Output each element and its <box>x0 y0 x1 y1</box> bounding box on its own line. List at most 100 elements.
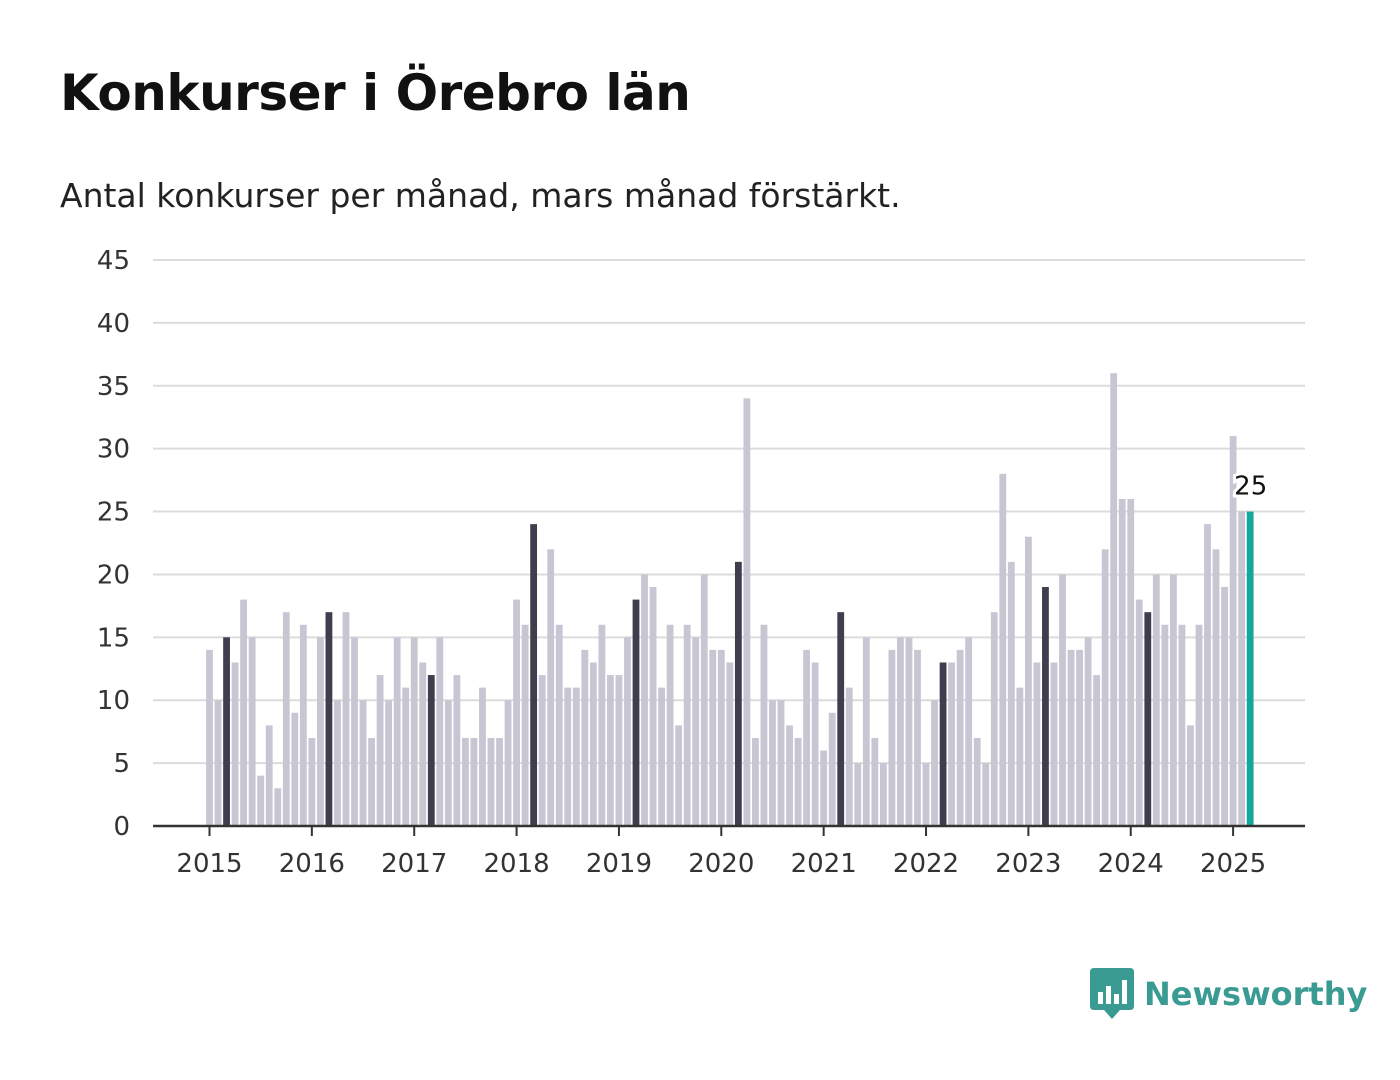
x-tick-label: 2025 <box>1200 849 1266 879</box>
bar <box>223 637 230 826</box>
bar <box>1067 649 1075 826</box>
bar <box>206 649 213 826</box>
bar <box>726 662 734 826</box>
bar <box>291 712 299 826</box>
bar <box>470 737 478 826</box>
bar <box>1246 511 1254 826</box>
latest-value-label: 25 <box>1234 472 1267 502</box>
bar <box>521 624 529 826</box>
x-tick-label: 2018 <box>483 849 549 879</box>
bar <box>914 649 921 826</box>
bar <box>709 649 717 826</box>
bar <box>965 637 973 826</box>
bar <box>479 687 486 826</box>
bar <box>487 737 495 826</box>
bar <box>931 700 938 826</box>
bar <box>598 624 606 826</box>
bar <box>683 624 691 826</box>
bar <box>1076 649 1083 826</box>
bar <box>1238 511 1246 826</box>
bar <box>342 612 350 826</box>
bar <box>572 687 580 826</box>
bar <box>1007 561 1015 826</box>
bar <box>1187 725 1194 826</box>
bar <box>462 737 469 826</box>
bar <box>1016 687 1024 826</box>
bar <box>692 637 700 826</box>
bar <box>1229 436 1237 826</box>
bar <box>538 675 546 826</box>
bar <box>334 700 341 826</box>
chart-subtitle: Antal konkurser per månad, mars månad fö… <box>60 176 901 215</box>
bar <box>1152 574 1160 826</box>
chart-title: Konkurser i Örebro län <box>60 64 691 122</box>
bar <box>1042 587 1049 826</box>
bar <box>632 599 640 826</box>
bar <box>820 750 828 826</box>
x-tick-label: 2021 <box>791 849 857 879</box>
bar <box>1161 624 1169 826</box>
bar <box>888 649 896 826</box>
bar <box>760 624 768 826</box>
bar <box>905 637 913 826</box>
x-tick-label: 2017 <box>381 849 447 879</box>
bar <box>871 737 879 826</box>
bar <box>641 574 648 826</box>
bar <box>564 687 572 826</box>
bar-chart-bubble-icon <box>1090 968 1134 1019</box>
bar <box>624 637 631 826</box>
bar <box>376 675 384 826</box>
bars <box>206 373 1254 826</box>
bar <box>427 675 435 826</box>
bar <box>1204 524 1211 826</box>
bar <box>752 737 759 826</box>
y-tick-label: 45 <box>97 246 130 276</box>
bar <box>1178 624 1186 826</box>
bar <box>675 725 683 826</box>
bar <box>990 612 998 826</box>
bar <box>837 612 845 826</box>
bar <box>700 574 708 826</box>
bar <box>274 788 282 826</box>
brand-name: Newsworthy <box>1144 975 1368 1013</box>
bar <box>240 599 248 826</box>
bar <box>453 675 461 826</box>
y-tick-label: 30 <box>97 435 130 465</box>
bar <box>282 612 290 826</box>
bar <box>248 637 256 826</box>
bar <box>794 737 802 826</box>
y-tick-label: 25 <box>97 498 130 528</box>
y-tick-label: 15 <box>97 623 130 653</box>
bar <box>393 637 401 826</box>
bar <box>308 737 316 826</box>
bar <box>1212 549 1220 826</box>
bar <box>581 649 589 826</box>
bar <box>1101 549 1109 826</box>
x-tick-label: 2023 <box>995 849 1061 879</box>
bar <box>444 700 452 826</box>
bar <box>1059 574 1066 826</box>
bar <box>1093 675 1101 826</box>
x-tick-label: 2016 <box>279 849 345 879</box>
bar <box>607 675 614 826</box>
bar <box>351 637 358 826</box>
bar <box>1033 662 1041 826</box>
y-tick-label: 10 <box>97 686 130 716</box>
y-tick-label: 20 <box>97 560 130 590</box>
bar <box>973 737 981 826</box>
bar <box>368 737 375 826</box>
bar <box>1195 624 1203 826</box>
bar <box>786 725 793 826</box>
x-tick-label: 2015 <box>176 849 242 879</box>
x-tick-label: 2024 <box>1098 849 1164 879</box>
bar <box>734 561 742 826</box>
bar <box>419 662 427 826</box>
bar <box>359 700 367 826</box>
bar <box>231 662 239 826</box>
bar <box>265 725 273 826</box>
y-tick-label: 40 <box>97 309 130 339</box>
y-tick-label: 35 <box>97 372 130 402</box>
x-tick-label: 2019 <box>586 849 652 879</box>
bar <box>530 524 538 826</box>
bar <box>769 700 776 826</box>
